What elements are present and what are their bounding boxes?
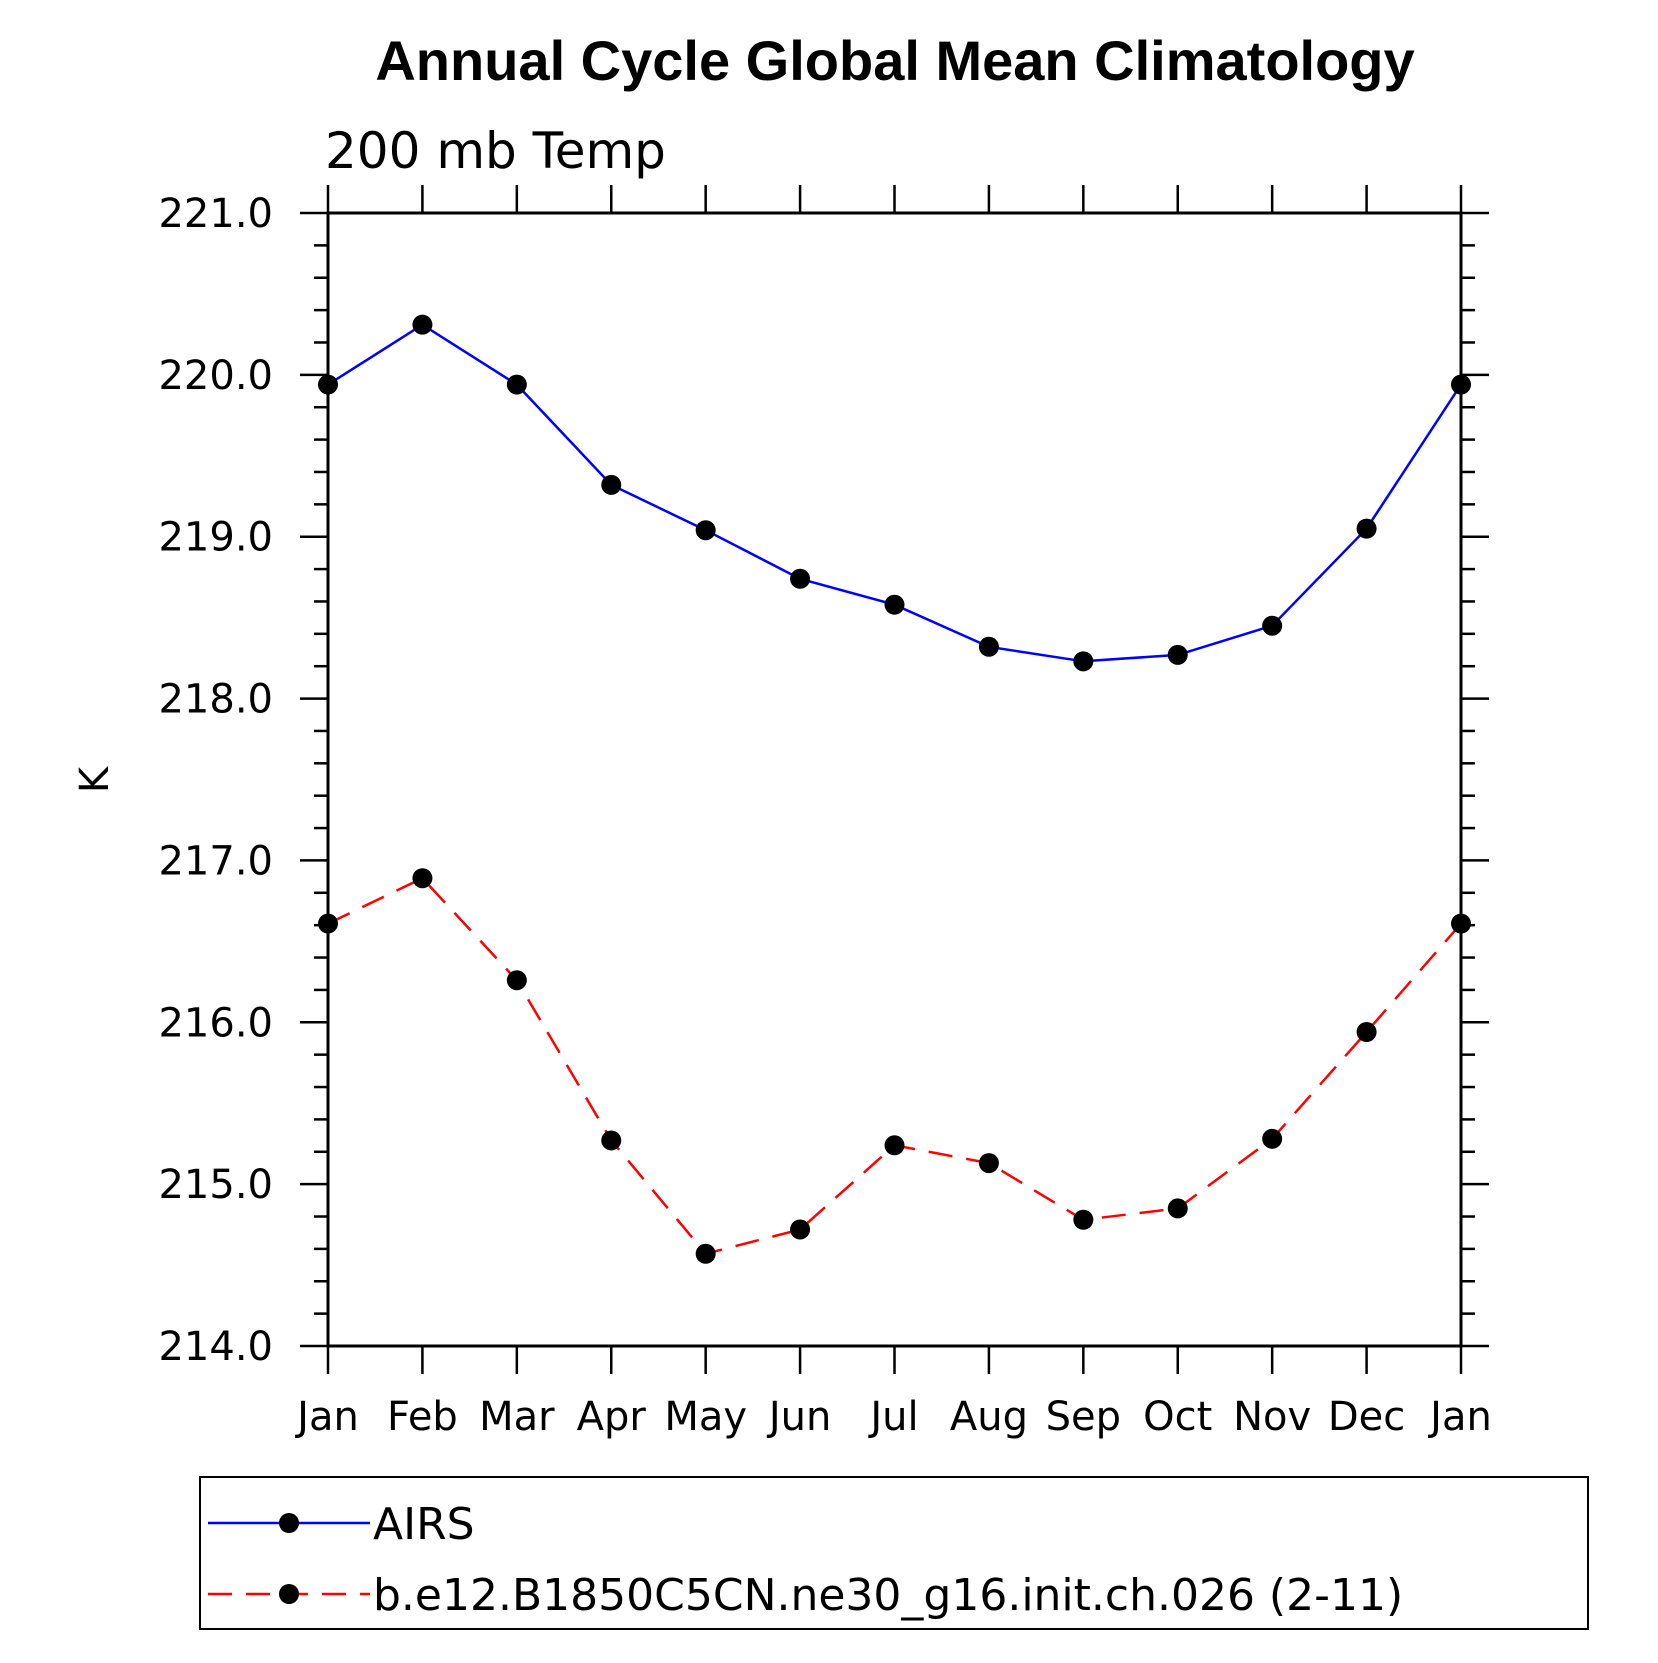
y-tick-label: 221.0	[158, 191, 273, 237]
data-point	[1073, 1209, 1094, 1230]
x-tick-label: Mar	[479, 1394, 555, 1440]
legend-label: AIRS	[373, 1499, 475, 1550]
data-point	[1073, 651, 1094, 672]
x-tick-label: Apr	[577, 1394, 647, 1440]
x-tick-label: Nov	[1233, 1394, 1311, 1440]
series-layer	[318, 314, 1471, 1264]
data-point	[1356, 518, 1377, 539]
x-tick-label: Sep	[1046, 1394, 1121, 1440]
data-point	[506, 970, 527, 991]
chart-title: Annual Cycle Global Mean Climatology	[375, 29, 1414, 92]
data-point	[412, 314, 433, 335]
series-2	[318, 868, 1471, 1264]
data-point	[695, 1243, 716, 1264]
data-point	[790, 568, 811, 589]
data-point	[790, 1219, 811, 1240]
data-point	[506, 374, 527, 395]
y-tick-label: 216.0	[158, 1000, 273, 1046]
data-point	[978, 636, 999, 657]
plot-frame	[326, 211, 1463, 1348]
x-tick-label: Jun	[766, 1394, 832, 1440]
x-tick-label: Jan	[1427, 1394, 1492, 1440]
data-point	[1262, 1128, 1283, 1149]
data-point	[884, 594, 905, 615]
x-tick-label: Feb	[387, 1394, 458, 1440]
legend-label: b.e12.B1850C5CN.ne30_g16.init.ch.026 (2-…	[373, 1570, 1403, 1621]
y-tick-label: 218.0	[158, 677, 273, 723]
y-tick-label: 217.0	[158, 838, 273, 884]
legend-box	[199, 1476, 1589, 1630]
data-point	[1167, 1198, 1188, 1219]
legend-marker	[279, 1513, 299, 1533]
data-point	[884, 1135, 905, 1156]
x-tick-label: Aug	[950, 1394, 1028, 1440]
y-tick-label: 220.0	[158, 353, 273, 399]
x-tick-label: Jan	[294, 1394, 359, 1440]
data-point	[1167, 644, 1188, 665]
data-point	[1262, 615, 1283, 636]
x-tick-label: Jul	[867, 1394, 918, 1440]
legend-marker	[279, 1584, 299, 1604]
series-line	[327, 876, 1462, 1256]
y-axis-label: K	[72, 765, 118, 793]
series-1	[318, 314, 1471, 672]
chart-subtitle: 200 mb Temp	[325, 122, 666, 180]
data-point	[601, 1130, 622, 1151]
y-tick-label: 215.0	[158, 1162, 273, 1208]
ticks-layer: 214.0 215.0 216.0 217.0 218.0 219.0 220.0 221.0…	[158, 185, 1492, 1440]
x-tick-label: May	[664, 1394, 747, 1440]
x-tick-label: Oct	[1143, 1394, 1212, 1440]
data-point	[1356, 1021, 1377, 1042]
data-point	[412, 868, 433, 889]
data-point	[695, 520, 716, 541]
data-point	[978, 1153, 999, 1174]
data-point	[601, 474, 622, 495]
x-tick-label: Dec	[1328, 1394, 1405, 1440]
legend: AIRS b.e12.B1850C5CN.ne30_g16.init.ch.026…	[199, 1476, 1589, 1630]
y-tick-label: 219.0	[158, 515, 273, 561]
y-tick-label: 214.0	[158, 1324, 273, 1370]
